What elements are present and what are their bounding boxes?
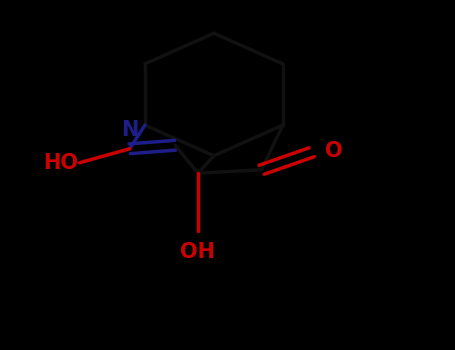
Text: N: N [121,120,138,140]
Text: HO: HO [43,153,78,173]
Text: O: O [325,141,343,161]
Text: OH: OH [181,241,215,261]
